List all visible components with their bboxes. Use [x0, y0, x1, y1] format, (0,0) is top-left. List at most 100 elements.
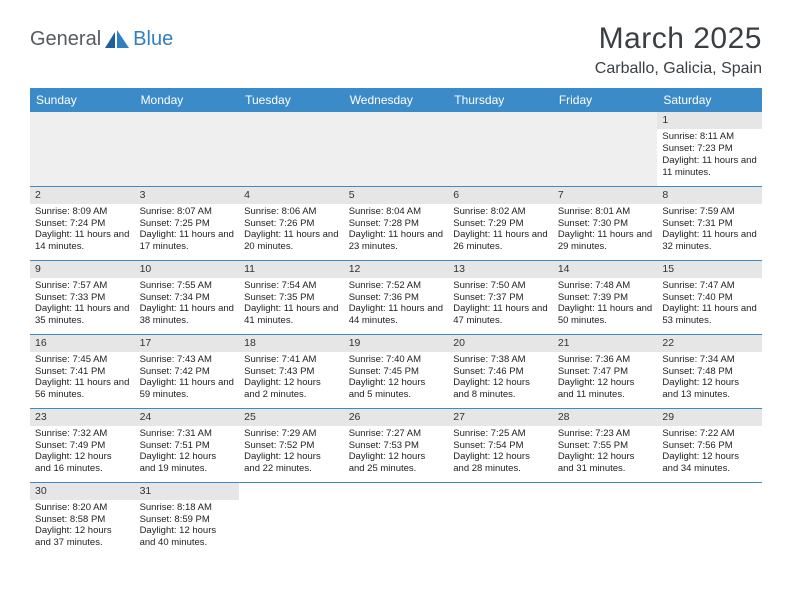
calendar-day-cell — [553, 112, 658, 186]
day-number: 8 — [657, 187, 762, 204]
header-bar: General Blue March 2025 Carballo, Galici… — [30, 22, 762, 78]
day-number: 28 — [553, 409, 658, 426]
sunrise-text: Sunrise: 8:11 AM — [662, 131, 757, 143]
day-number: 26 — [344, 409, 449, 426]
calendar-week-row: 23Sunrise: 7:32 AMSunset: 7:49 PMDayligh… — [30, 408, 762, 482]
sunrise-text: Sunrise: 8:09 AM — [35, 206, 130, 218]
day-details: Sunrise: 7:34 AMSunset: 7:48 PMDaylight:… — [657, 352, 762, 405]
sunset-text: Sunset: 7:40 PM — [662, 292, 757, 304]
brand-part1: General — [30, 28, 101, 51]
daylight-text: Daylight: 11 hours and 23 minutes. — [349, 229, 444, 253]
day-details: Sunrise: 7:25 AMSunset: 7:54 PMDaylight:… — [448, 426, 553, 479]
location-subtitle: Carballo, Galicia, Spain — [595, 60, 762, 78]
day-number: 24 — [135, 409, 240, 426]
brand-part2: Blue — [133, 28, 173, 51]
sunrise-text: Sunrise: 7:55 AM — [140, 280, 235, 292]
sunrise-text: Sunrise: 7:34 AM — [662, 354, 757, 366]
day-details: Sunrise: 7:59 AMSunset: 7:31 PMDaylight:… — [657, 204, 762, 257]
sunset-text: Sunset: 7:56 PM — [662, 440, 757, 452]
sunrise-text: Sunrise: 7:59 AM — [662, 206, 757, 218]
sunset-text: Sunset: 7:23 PM — [662, 143, 757, 155]
daylight-text: Daylight: 12 hours and 2 minutes. — [244, 377, 339, 401]
sunset-text: Sunset: 7:33 PM — [35, 292, 130, 304]
day-details: Sunrise: 8:02 AMSunset: 7:29 PMDaylight:… — [448, 204, 553, 257]
sunset-text: Sunset: 7:54 PM — [453, 440, 548, 452]
sunset-text: Sunset: 7:28 PM — [349, 218, 444, 230]
weekday-header: Monday — [135, 88, 240, 112]
sunrise-text: Sunrise: 7:57 AM — [35, 280, 130, 292]
calendar-day-cell: 3Sunrise: 8:07 AMSunset: 7:25 PMDaylight… — [135, 186, 240, 260]
sunrise-text: Sunrise: 7:54 AM — [244, 280, 339, 292]
calendar-day-cell — [344, 112, 449, 186]
brand-logo: General Blue — [30, 22, 173, 51]
sunrise-text: Sunrise: 7:36 AM — [558, 354, 653, 366]
sunset-text: Sunset: 7:35 PM — [244, 292, 339, 304]
daylight-text: Daylight: 12 hours and 31 minutes. — [558, 451, 653, 475]
calendar-day-cell: 12Sunrise: 7:52 AMSunset: 7:36 PMDayligh… — [344, 260, 449, 334]
day-number: 12 — [344, 261, 449, 278]
day-number: 27 — [448, 409, 553, 426]
daylight-text: Daylight: 11 hours and 26 minutes. — [453, 229, 548, 253]
sunset-text: Sunset: 7:55 PM — [558, 440, 653, 452]
day-number: 23 — [30, 409, 135, 426]
calendar-day-cell: 20Sunrise: 7:38 AMSunset: 7:46 PMDayligh… — [448, 334, 553, 408]
sunset-text: Sunset: 7:46 PM — [453, 366, 548, 378]
day-number: 1 — [657, 112, 762, 129]
daylight-text: Daylight: 11 hours and 44 minutes. — [349, 303, 444, 327]
day-details: Sunrise: 8:01 AMSunset: 7:30 PMDaylight:… — [553, 204, 658, 257]
day-number: 15 — [657, 261, 762, 278]
calendar-day-cell: 10Sunrise: 7:55 AMSunset: 7:34 PMDayligh… — [135, 260, 240, 334]
calendar-day-cell: 29Sunrise: 7:22 AMSunset: 7:56 PMDayligh… — [657, 408, 762, 482]
day-details: Sunrise: 7:50 AMSunset: 7:37 PMDaylight:… — [448, 278, 553, 331]
day-number: 19 — [344, 335, 449, 352]
day-details: Sunrise: 7:57 AMSunset: 7:33 PMDaylight:… — [30, 278, 135, 331]
calendar-day-cell: 28Sunrise: 7:23 AMSunset: 7:55 PMDayligh… — [553, 408, 658, 482]
calendar-day-cell: 13Sunrise: 7:50 AMSunset: 7:37 PMDayligh… — [448, 260, 553, 334]
day-details: Sunrise: 7:29 AMSunset: 7:52 PMDaylight:… — [239, 426, 344, 479]
day-details: Sunrise: 8:04 AMSunset: 7:28 PMDaylight:… — [344, 204, 449, 257]
calendar-day-cell — [239, 482, 344, 556]
day-number: 11 — [239, 261, 344, 278]
sunset-text: Sunset: 7:42 PM — [140, 366, 235, 378]
calendar-day-cell: 26Sunrise: 7:27 AMSunset: 7:53 PMDayligh… — [344, 408, 449, 482]
day-details: Sunrise: 7:47 AMSunset: 7:40 PMDaylight:… — [657, 278, 762, 331]
daylight-text: Daylight: 11 hours and 47 minutes. — [453, 303, 548, 327]
day-number: 20 — [448, 335, 553, 352]
calendar-day-cell: 15Sunrise: 7:47 AMSunset: 7:40 PMDayligh… — [657, 260, 762, 334]
calendar-day-cell: 21Sunrise: 7:36 AMSunset: 7:47 PMDayligh… — [553, 334, 658, 408]
sunset-text: Sunset: 7:24 PM — [35, 218, 130, 230]
day-number: 18 — [239, 335, 344, 352]
calendar-day-cell: 5Sunrise: 8:04 AMSunset: 7:28 PMDaylight… — [344, 186, 449, 260]
sunrise-text: Sunrise: 8:01 AM — [558, 206, 653, 218]
daylight-text: Daylight: 11 hours and 38 minutes. — [140, 303, 235, 327]
day-details: Sunrise: 7:43 AMSunset: 7:42 PMDaylight:… — [135, 352, 240, 405]
calendar-day-cell — [553, 482, 658, 556]
daylight-text: Daylight: 12 hours and 5 minutes. — [349, 377, 444, 401]
calendar-week-row: 1Sunrise: 8:11 AMSunset: 7:23 PMDaylight… — [30, 112, 762, 186]
calendar-day-cell: 8Sunrise: 7:59 AMSunset: 7:31 PMDaylight… — [657, 186, 762, 260]
calendar-day-cell — [657, 482, 762, 556]
day-number: 3 — [135, 187, 240, 204]
sunrise-text: Sunrise: 7:41 AM — [244, 354, 339, 366]
daylight-text: Daylight: 11 hours and 59 minutes. — [140, 377, 235, 401]
sunrise-text: Sunrise: 7:27 AM — [349, 428, 444, 440]
sunset-text: Sunset: 7:53 PM — [349, 440, 444, 452]
weekday-header: Sunday — [30, 88, 135, 112]
sunset-text: Sunset: 7:49 PM — [35, 440, 130, 452]
daylight-text: Daylight: 12 hours and 19 minutes. — [140, 451, 235, 475]
calendar-day-cell — [30, 112, 135, 186]
calendar-day-cell: 6Sunrise: 8:02 AMSunset: 7:29 PMDaylight… — [448, 186, 553, 260]
daylight-text: Daylight: 12 hours and 11 minutes. — [558, 377, 653, 401]
sunset-text: Sunset: 8:58 PM — [35, 514, 130, 526]
calendar-day-cell — [239, 112, 344, 186]
day-details: Sunrise: 8:09 AMSunset: 7:24 PMDaylight:… — [30, 204, 135, 257]
day-details: Sunrise: 7:32 AMSunset: 7:49 PMDaylight:… — [30, 426, 135, 479]
weekday-header: Wednesday — [344, 88, 449, 112]
sunrise-text: Sunrise: 8:20 AM — [35, 502, 130, 514]
calendar-day-cell: 17Sunrise: 7:43 AMSunset: 7:42 PMDayligh… — [135, 334, 240, 408]
day-number: 5 — [344, 187, 449, 204]
sunrise-text: Sunrise: 8:07 AM — [140, 206, 235, 218]
sunrise-text: Sunrise: 8:04 AM — [349, 206, 444, 218]
sunset-text: Sunset: 7:48 PM — [662, 366, 757, 378]
calendar-day-cell — [448, 112, 553, 186]
